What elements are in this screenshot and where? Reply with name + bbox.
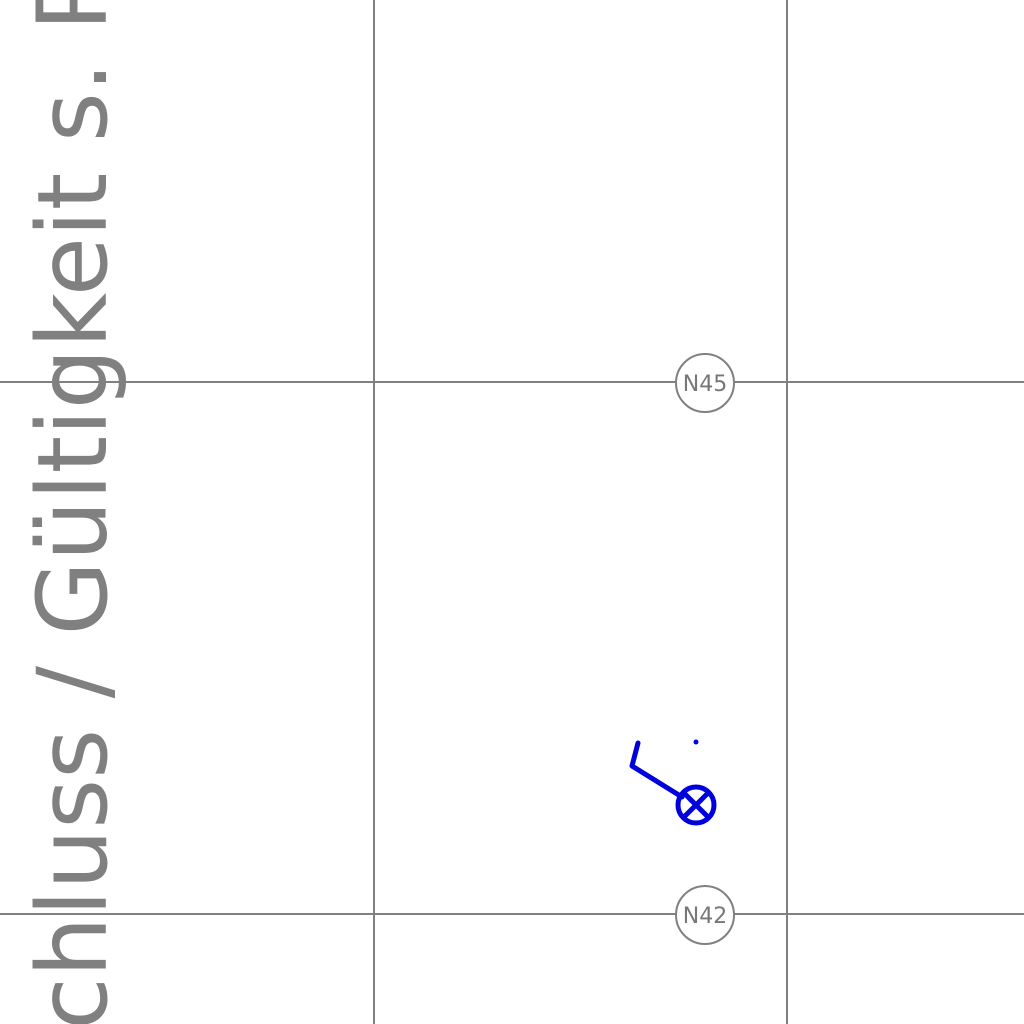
grid-label-circle-n45 — [675, 353, 735, 413]
grid-label-n42: N42 — [675, 885, 735, 945]
grid-label-text-n45: N45 — [683, 372, 727, 397]
grid-label-circle-n42 — [675, 885, 735, 945]
symbol-leader-line — [629, 740, 685, 800]
symbol-circle — [675, 784, 717, 826]
grid-label-n45: N45 — [675, 353, 735, 413]
symbol-dot — [693, 739, 699, 745]
symbol-cross-b — [681, 790, 711, 820]
grid-label-text-n42: N42 — [683, 904, 727, 929]
vertical-note: chluss / Gültigkeit s. Plannu — [17, 0, 129, 1024]
valve-cross-circle-icon — [629, 739, 717, 826]
